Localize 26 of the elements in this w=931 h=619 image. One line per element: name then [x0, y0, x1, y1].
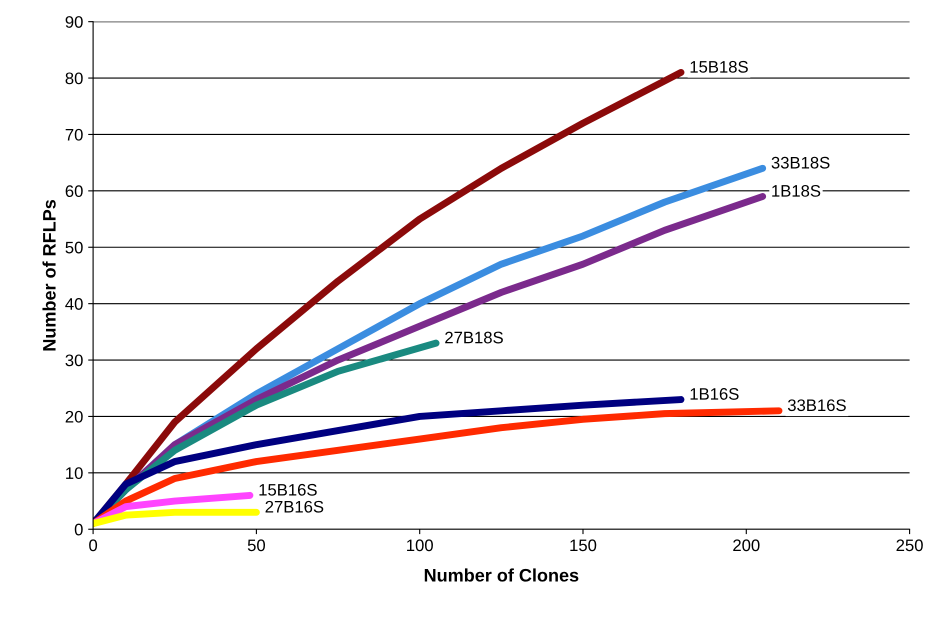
x-tick-label: 50 [248, 539, 266, 552]
y-tick-label: 30 [65, 354, 83, 366]
x-axis-title: Number of Clones [424, 568, 578, 582]
x-tick-label: 100 [407, 539, 433, 552]
x-tick-label: 150 [570, 539, 596, 552]
series-label: 15B18S [690, 60, 748, 73]
series-label: 33B18S [772, 156, 830, 169]
y-tick-label: 60 [66, 185, 83, 198]
series-label: 33B16S [788, 399, 846, 412]
y-tick-label: 10 [66, 467, 83, 480]
y-tick-label: 80 [66, 72, 83, 84]
series-label: 27B18S [445, 332, 503, 344]
y-tick-label: 20 [66, 410, 83, 423]
x-tick-label: 0 [89, 539, 98, 552]
y-tick-label: 50 [66, 242, 83, 254]
series-label: 15B16S [259, 484, 317, 496]
x-tick-label: 250 [896, 539, 923, 552]
y-tick-label: 90 [66, 16, 83, 28]
series-label: 1B18S [772, 185, 820, 197]
x-tick-label: 200 [733, 539, 760, 552]
y-tick-label: 40 [65, 298, 83, 310]
y-tick-label: 70 [66, 128, 83, 141]
y-axis-title: Number of RFLPs [42, 200, 56, 350]
series-label: 27B16S [266, 500, 324, 513]
y-tick-label: 0 [74, 524, 83, 536]
series-label: 1B16S [690, 388, 739, 400]
